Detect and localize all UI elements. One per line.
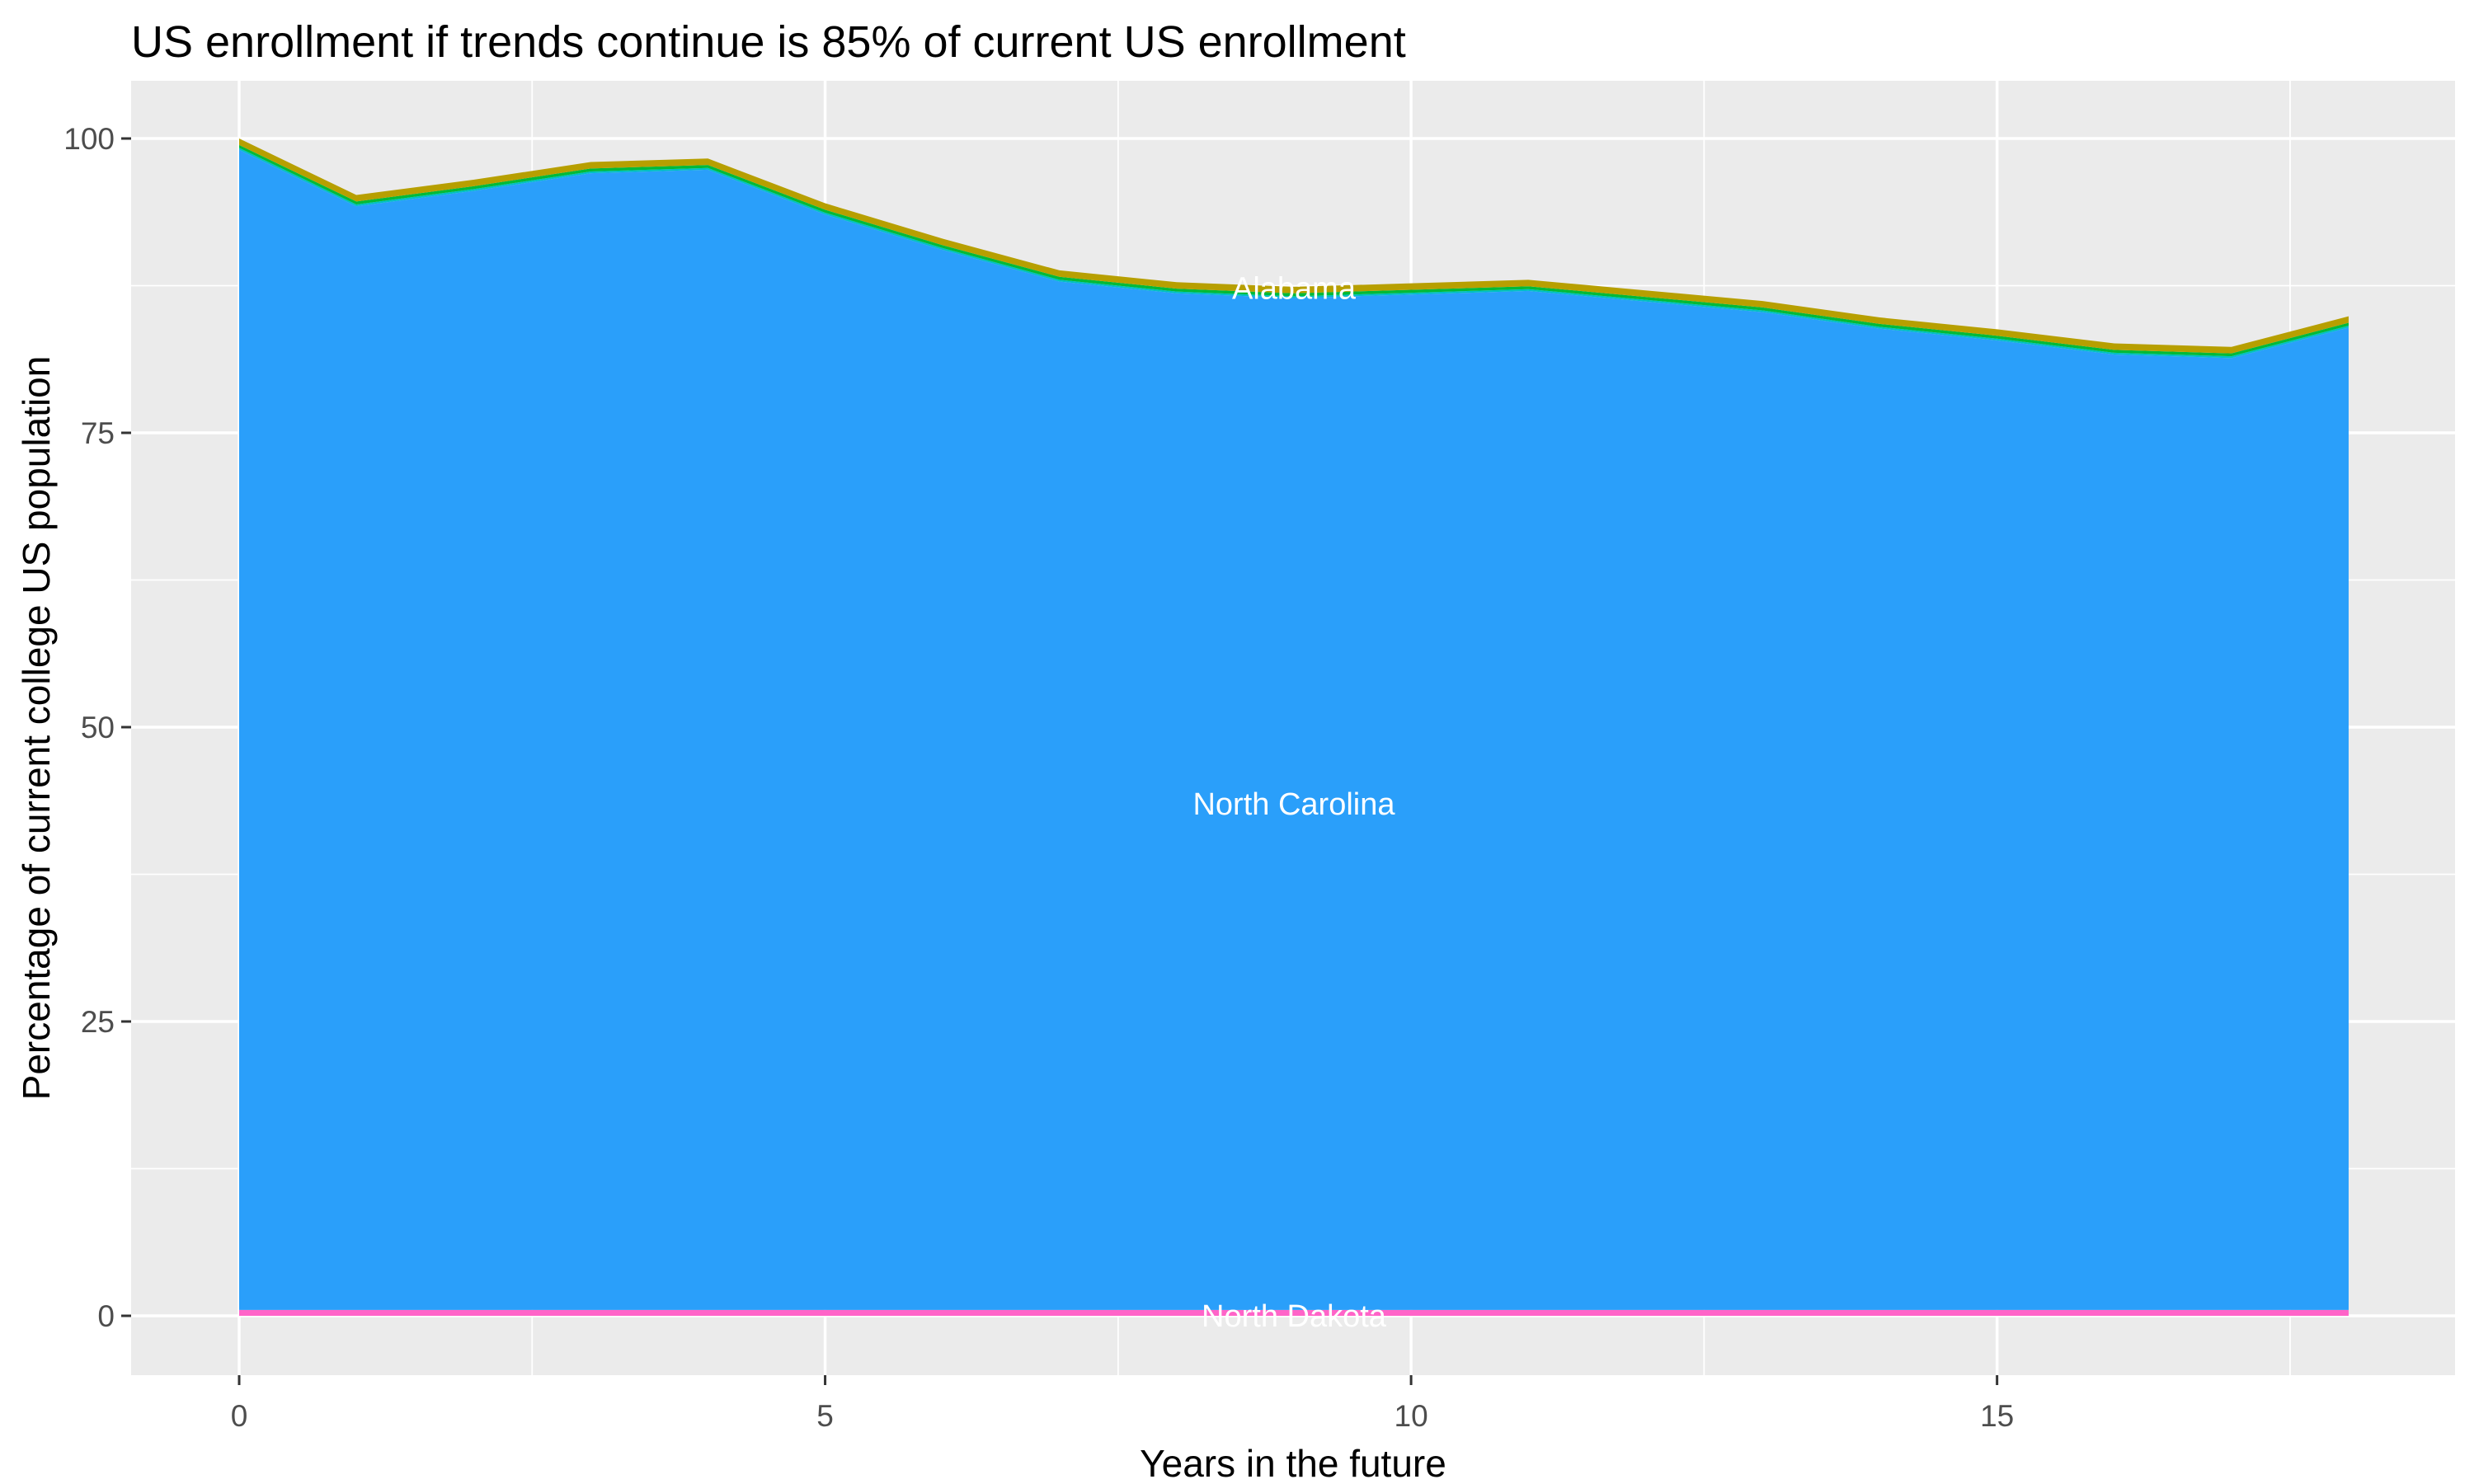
y-tick-label: 25 — [81, 1005, 115, 1039]
x-tick-label: 10 — [1395, 1399, 1428, 1433]
area-north-dakota — [239, 1309, 2349, 1316]
series-label: North Carolina — [1192, 787, 1395, 822]
y-axis-title: Percentage of current college US populat… — [15, 355, 58, 1101]
area-north-carolina — [239, 149, 2349, 1310]
y-tick-label: 100 — [63, 122, 115, 156]
x-tick-label: 15 — [1980, 1399, 2014, 1433]
y-tick-label: 50 — [81, 711, 115, 744]
series-label: Alabama — [1232, 271, 1357, 306]
series-label: North Dakota — [1202, 1299, 1387, 1334]
chart-title: US enrollment if trends continue is 85% … — [131, 17, 1406, 67]
y-tick-label: 0 — [97, 1299, 115, 1333]
x-tick-label: 5 — [816, 1399, 834, 1433]
x-axis-title: Years in the future — [1140, 1442, 1446, 1484]
y-tick-label: 75 — [81, 416, 115, 450]
x-tick-label: 0 — [231, 1399, 248, 1433]
